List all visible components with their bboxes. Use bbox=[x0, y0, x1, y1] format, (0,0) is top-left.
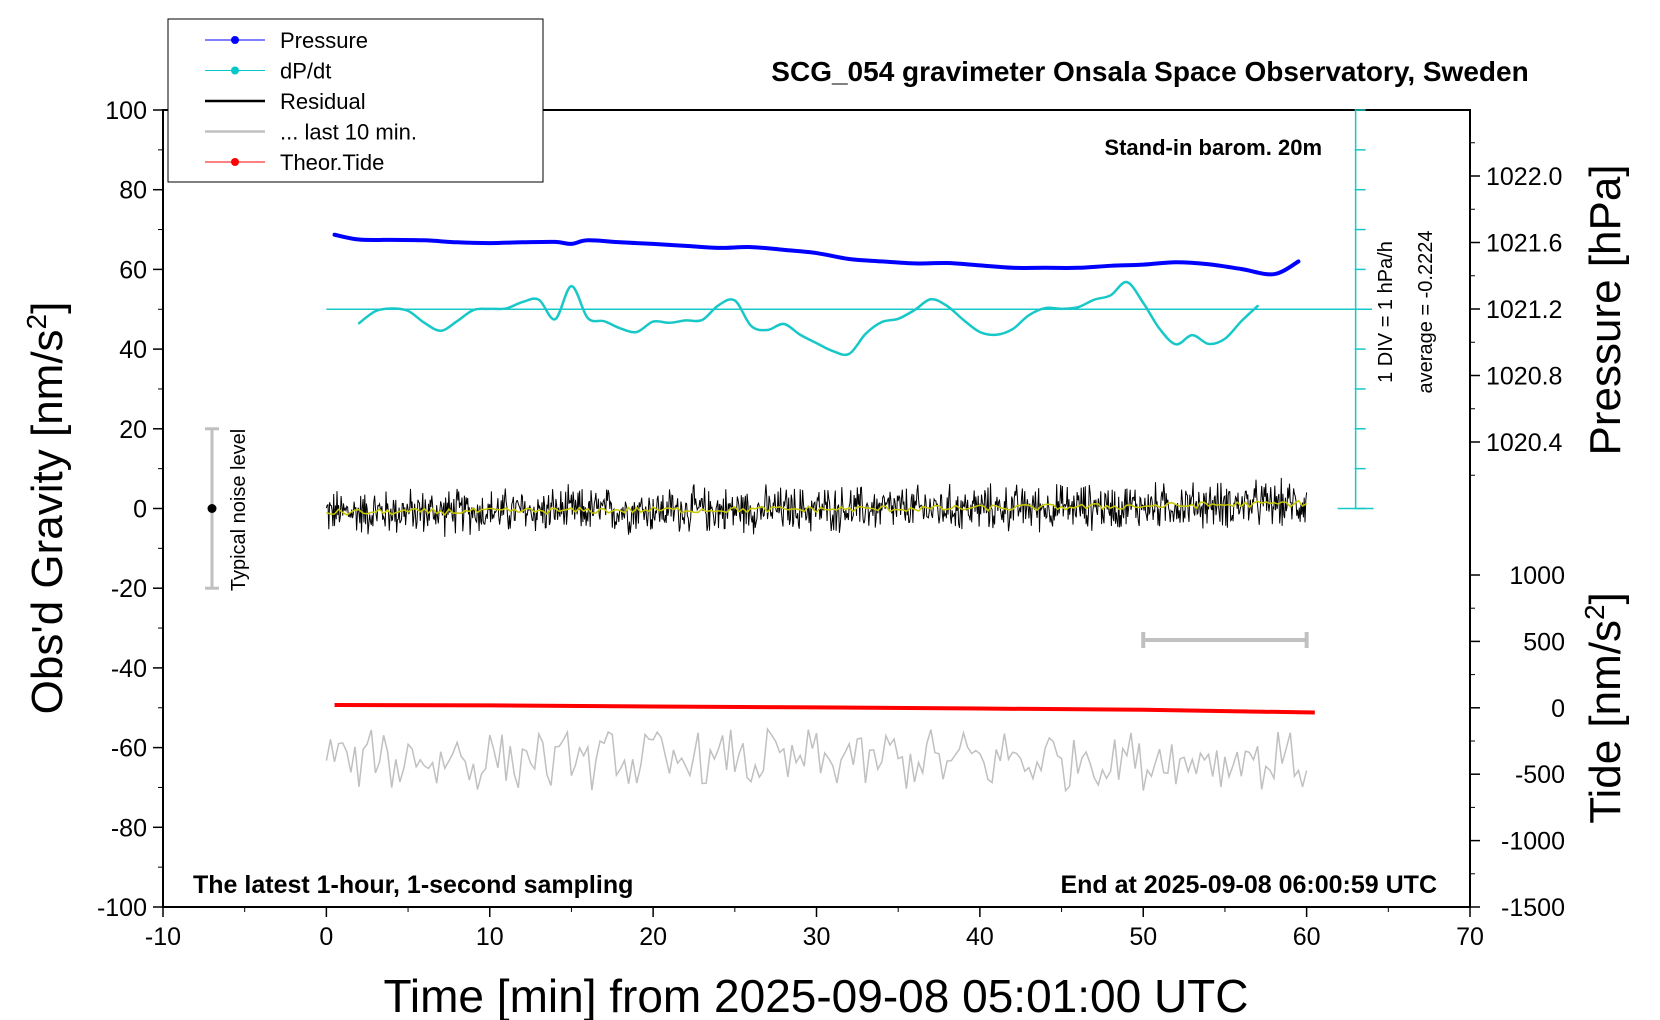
series-pressure-line bbox=[332, 232, 1301, 277]
noise-level-label: Typical noise level bbox=[228, 429, 250, 591]
footer-left-note: The latest 1-hour, 1-second sampling bbox=[193, 871, 633, 899]
tide-tick-label: -1000 bbox=[1501, 828, 1565, 856]
x-tick-label: 40 bbox=[966, 923, 994, 951]
pressure-tick-label: 1021.2 bbox=[1486, 296, 1562, 324]
series-residual-line bbox=[325, 477, 1308, 537]
gravity-tick-label: 0 bbox=[133, 496, 147, 524]
x-tick-label: 70 bbox=[1456, 923, 1484, 951]
x-tick-label: 10 bbox=[476, 923, 504, 951]
gravity-tick-label: -40 bbox=[111, 655, 147, 683]
legend-items: Pressure dP/dt Residual ... last 10 min. The… bbox=[205, 28, 417, 175]
series-dp-dt-line bbox=[357, 280, 1259, 357]
gravity-tick-label: -60 bbox=[111, 735, 147, 763]
gravity-tick-label: -20 bbox=[111, 575, 147, 603]
legend-label: dP/dt bbox=[280, 59, 331, 84]
legend-label: Residual bbox=[280, 89, 366, 114]
gravity-axis-label: Obs'd Gravity [nm/s2] bbox=[21, 302, 72, 715]
tide-tick-label: 1000 bbox=[1509, 562, 1565, 590]
tide-tick-label: 500 bbox=[1523, 628, 1565, 656]
tide-axis-label-main: Tide [nm/s bbox=[1581, 620, 1630, 824]
tide-axis-ticks: 1000 500 0 -500 -1000 -1500 bbox=[1469, 562, 1565, 922]
gravity-tick-label: -80 bbox=[111, 814, 147, 842]
legend-label: Theor.Tide bbox=[280, 150, 384, 175]
gravity-tick-label: 100 bbox=[105, 97, 147, 125]
legend-marker bbox=[231, 66, 239, 75]
pressure-tick-label: 1021.6 bbox=[1486, 230, 1562, 258]
gravity-tick-label: -100 bbox=[97, 894, 147, 922]
pressure-tick-label: 1022.0 bbox=[1486, 163, 1562, 191]
x-tick-label: 20 bbox=[639, 923, 667, 951]
series-layer bbox=[325, 232, 1372, 793]
x-tick-label: -10 bbox=[145, 923, 181, 951]
gravity-axis-ticks: 100 80 60 40 20 0 -20 -40 -60 -80 -100 bbox=[97, 97, 163, 922]
dpdt-scale-label: 1 DIV = 1 hPa/h bbox=[1375, 241, 1397, 383]
tide-tick-label: -1500 bbox=[1501, 894, 1565, 922]
tide-axis-label-close: ] bbox=[1581, 592, 1630, 604]
chart-title: SCG_054 gravimeter Onsala Space Observat… bbox=[771, 56, 1528, 87]
gravity-tick-label: 80 bbox=[119, 177, 147, 205]
pressure-axis-ticks: 1022.0 1021.6 1021.2 1020.8 1020.4 bbox=[1470, 142, 1563, 476]
gravity-axis-label-sup: 2 bbox=[21, 314, 52, 330]
tide-axis-label-sup: 2 bbox=[1579, 604, 1610, 620]
x-axis-label: Time [min] from 2025-09-08 05:01:00 UTC bbox=[384, 970, 1249, 1020]
legend-label: ... last 10 min. bbox=[280, 120, 417, 145]
gravity-tick-label: 60 bbox=[119, 256, 147, 284]
pressure-tick-label: 1020.8 bbox=[1486, 363, 1562, 391]
series-residual-smoothed-line bbox=[326, 499, 1307, 516]
x-axis-ticks: -10 0 10 20 30 40 50 60 70 bbox=[145, 907, 1484, 951]
legend-marker bbox=[231, 158, 239, 166]
legend-marker bbox=[231, 36, 239, 44]
legend: Pressure dP/dt Residual ... last 10 min. The… bbox=[167, 18, 544, 183]
tide-tick-label: 0 bbox=[1551, 695, 1565, 723]
gravity-axis-label-main: Obs'd Gravity [nm/s bbox=[23, 329, 72, 714]
pressure-axis-label: Pressure [hPa] bbox=[1581, 164, 1630, 455]
annotation-marks bbox=[205, 427, 1309, 649]
barometer-note: Stand-in barom. 20m bbox=[1104, 135, 1322, 160]
gravity-tick-label: 20 bbox=[119, 416, 147, 444]
x-tick-label: 30 bbox=[803, 923, 831, 951]
x-tick-label: 50 bbox=[1129, 923, 1157, 951]
noise-bar-center-dot bbox=[207, 504, 217, 513]
gravity-tick-label: 40 bbox=[119, 336, 147, 364]
footer-right-note: End at 2025-09-08 06:00:59 UTC bbox=[1060, 871, 1437, 899]
dpdt-average-label: average = -0.2224 bbox=[1415, 231, 1437, 394]
legend-label: Pressure bbox=[280, 28, 368, 53]
x-tick-label: 60 bbox=[1293, 923, 1321, 951]
series-last-10-min-line bbox=[325, 726, 1308, 793]
tide-tick-label: -500 bbox=[1515, 761, 1565, 789]
gravity-axis-label-close: ] bbox=[23, 302, 72, 314]
series-theor-tide-line bbox=[334, 702, 1315, 715]
tide-axis-label: Tide [nm/s2] bbox=[1579, 592, 1630, 824]
pressure-tick-label: 1020.4 bbox=[1486, 429, 1563, 457]
x-tick-label: 0 bbox=[319, 923, 333, 951]
